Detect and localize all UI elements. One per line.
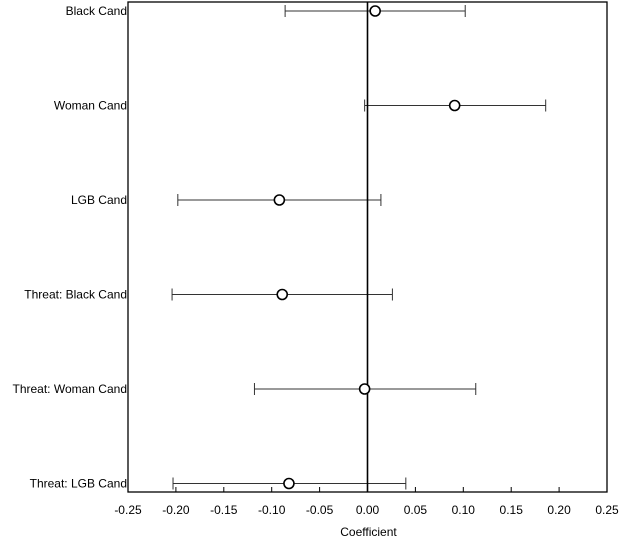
x-tick-label: 0.25: [595, 503, 619, 517]
x-tick-label: 0.00: [356, 503, 380, 517]
category-label: LGB Cand: [71, 193, 127, 207]
x-tick-label: 0.05: [404, 503, 428, 517]
point-estimate-marker: [448, 99, 461, 112]
point-estimate-marker: [273, 194, 286, 206]
point-estimate-marker: [283, 477, 295, 490]
y-axis-category-labels: Black Cand Woman Cand LGB Cand Threat: Blac…: [13, 4, 128, 491]
category-label: Threat: Woman Cand: [13, 382, 128, 396]
x-tick-label: 0.15: [500, 503, 524, 517]
point-estimate-marker: [276, 288, 289, 301]
category-label: Woman Cand: [54, 99, 127, 113]
x-tick-label: -0.25: [114, 503, 142, 517]
x-tick-label: -0.05: [306, 503, 334, 517]
x-tick-label: 0.10: [452, 503, 476, 517]
x-tick-label: 0.20: [547, 503, 571, 517]
category-label: Black Cand: [66, 4, 127, 18]
point-estimate-marker: [369, 5, 381, 17]
point-estimate-marker: [358, 383, 371, 395]
category-label: Threat: LGB Cand: [30, 477, 127, 491]
x-tick-label: -0.10: [258, 503, 286, 517]
x-tick-label: -0.20: [162, 503, 190, 517]
x-axis-title: Coefficient: [340, 525, 397, 539]
x-axis-ticks: -0.25 -0.20 -0.15 -0.10 -0.05 0.00 0.05 0.10 0.1…: [114, 487, 619, 517]
error-bars-layer: [171, 5, 547, 490]
x-tick-label: -0.15: [210, 503, 238, 517]
category-label: Threat: Black Cand: [24, 288, 127, 302]
point-estimates-layer: [273, 5, 461, 490]
